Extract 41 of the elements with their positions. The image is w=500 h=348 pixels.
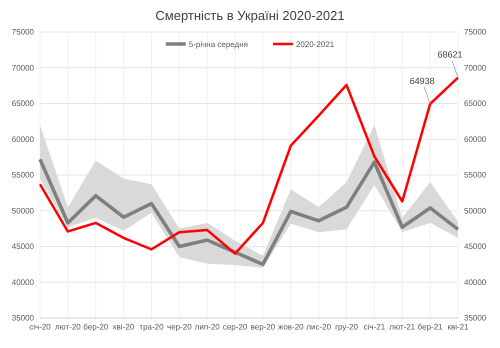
y-tick-label: 50000 [12,206,35,216]
x-tick-label: лют-20 [55,322,82,332]
y2-tick-label: 40000 [464,278,487,287]
x-tick-label: лис-20 [306,322,332,332]
y-tick-label: 35000 [12,314,35,323]
y2-tick-label: 60000 [464,134,487,144]
x-tick-label: тра-20 [139,322,164,332]
x-tick-label: бер-21 [418,322,444,332]
x-tick-label: бер-20 [83,322,109,332]
y-tick-label: 65000 [12,99,35,108]
y-tick-label: 60000 [12,134,35,144]
y-tick-label: 40000 [12,278,35,287]
y-tick-label: 70000 [12,63,35,72]
x-tick-label: лип-20 [194,322,220,332]
y2-tick-label: 55000 [464,170,487,180]
y-tick-label: 75000 [12,28,35,37]
y2-tick-label: 75000 [464,28,487,37]
x-tick-label: сер-20 [222,322,248,332]
line-series [38,158,460,266]
y2-tick-label: 70000 [464,63,487,72]
y2-tick-label: 50000 [464,206,487,216]
y2-tick-label: 65000 [464,99,487,108]
x-tick-label: кві-21 [447,322,470,332]
x-tick-label: січ-20 [29,322,52,332]
x-tick-label: чер-20 [167,322,192,332]
legend-label: 5-річна середня [188,40,248,49]
x-tick-label: жов-20 [278,322,304,332]
x-tick-label: січ-21 [364,322,386,332]
legend-label: 2020-2021 [296,40,335,49]
x-tick-label: кві-20 [113,322,135,332]
annotation: 64938 [410,76,435,86]
y-tick-label: 45000 [12,242,35,252]
x-tick-label: лют-21 [389,322,416,332]
x-tick-label: гру-20 [335,322,358,332]
annotation: 68621 [437,50,463,60]
line-series [38,76,460,255]
x-tick-label: вер-20 [250,322,276,332]
y-tick-label: 55000 [12,170,35,180]
chart-title: Смертність в Україні 2020-2021 [155,8,345,23]
y2-tick-label: 35000 [464,314,487,323]
y2-tick-label: 45000 [464,242,487,252]
